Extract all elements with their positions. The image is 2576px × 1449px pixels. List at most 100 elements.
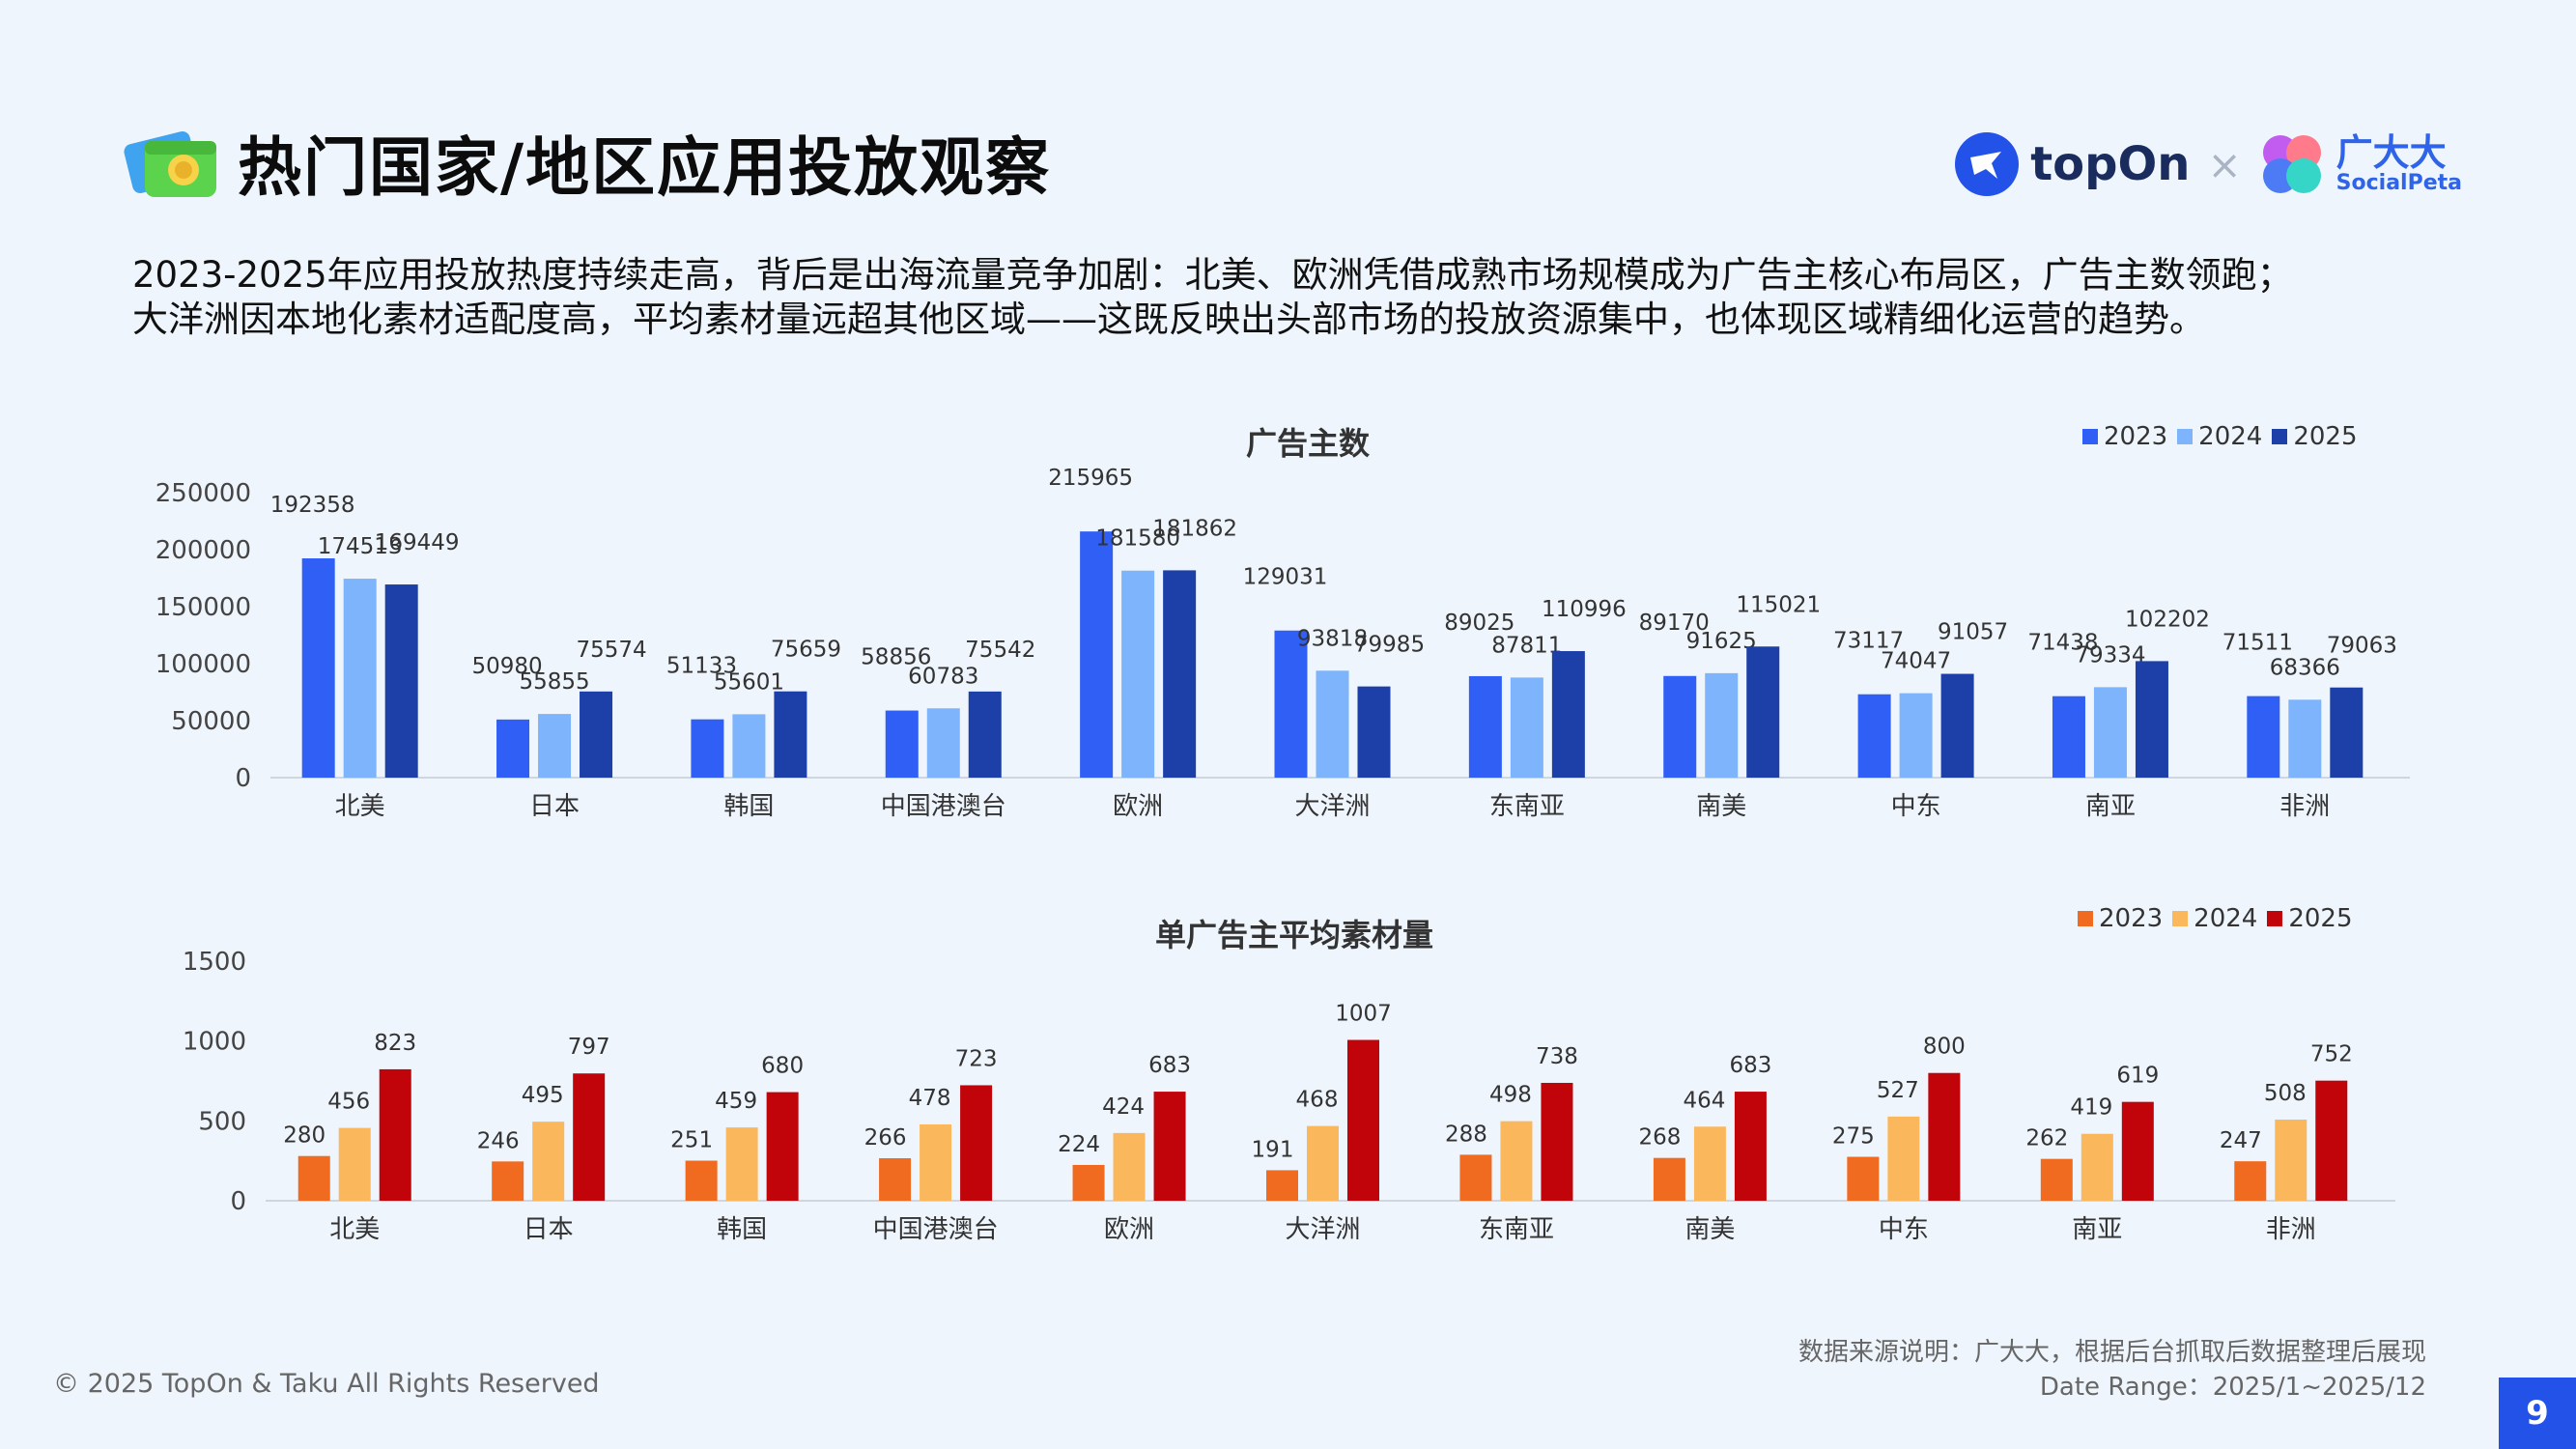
data-label: 1007	[1335, 1002, 1392, 1027]
data-label: 508	[2264, 1081, 2307, 1106]
bar-2023	[1459, 1154, 1492, 1201]
source-note: 数据来源说明：广大大，根据后台抓取后数据整理后展现 Date Range：202…	[1798, 1335, 2426, 1405]
bar-2025	[580, 691, 613, 778]
bar-2023	[879, 1158, 912, 1201]
intro-line-1: 2023-2025年应用投放热度持续走高，背后是出海流量竞争加剧：北美、欧洲凭借…	[132, 254, 2293, 296]
bar-2025	[2315, 1080, 2348, 1201]
x-tick-label: 东南亚	[1479, 1215, 1554, 1244]
bar-2023	[2247, 696, 2280, 778]
data-label: 60783	[908, 664, 978, 689]
bar-2024	[1899, 693, 1933, 778]
y-tick-label: 200000	[156, 536, 251, 565]
socialpeta-logo-text: 广大大 SocialPeta	[2336, 133, 2462, 195]
legend-swatch-2025	[2267, 911, 2283, 926]
data-label: 723	[955, 1046, 998, 1071]
bar-2023	[2040, 1158, 2073, 1201]
bar-2025	[1163, 570, 1197, 778]
y-tick-label: 0	[235, 764, 251, 793]
data-label: 797	[568, 1035, 610, 1060]
intro-line-2: 大洋洲因本地化素材适配度高，平均素材量远超其他区域——这既反映出头部市场的投放资…	[132, 298, 2205, 340]
data-label: 268	[1638, 1125, 1681, 1151]
data-label: 459	[715, 1089, 757, 1114]
bar-2023	[885, 710, 919, 778]
bar-2024	[1307, 1125, 1339, 1201]
data-label: 91625	[1686, 629, 1757, 654]
x-tick-label: 南亚	[2072, 1215, 2122, 1244]
legend-swatch-2024	[2177, 429, 2194, 444]
data-label: 468	[1296, 1088, 1339, 1113]
bar-2023	[492, 1161, 524, 1201]
bar-2024	[2288, 699, 2322, 778]
bar-2025	[774, 691, 807, 778]
x-tick-label: 日本	[529, 792, 580, 821]
bar-2024	[1121, 570, 1155, 778]
data-label: 800	[1923, 1035, 1966, 1060]
y-tick-label: 0	[230, 1187, 246, 1216]
bar-2024	[1113, 1132, 1146, 1201]
bar-2023	[685, 1160, 718, 1201]
data-label: 71511	[2222, 631, 2293, 656]
data-label: 89170	[1639, 611, 1710, 636]
bar-2023	[1266, 1170, 1298, 1201]
data-label: 74047	[1881, 649, 1951, 674]
bar-2024	[2093, 687, 2127, 778]
bar-2024	[1316, 670, 1349, 778]
data-label: 55601	[714, 669, 784, 695]
legend-label-2024: 2024	[2194, 904, 2258, 933]
data-label: 79063	[2327, 634, 2397, 659]
bar-2025	[1940, 673, 1974, 778]
x-tick-label: 中国港澳台	[881, 792, 1006, 821]
bar-2025	[1347, 1039, 1379, 1201]
data-label: 262	[2025, 1126, 2068, 1151]
y-tick-label: 1000	[183, 1028, 246, 1057]
x-tick-label: 南亚	[2085, 792, 2136, 821]
date-range: Date Range：2025/1~2025/12	[2039, 1373, 2426, 1402]
legend-label-2023: 2023	[2104, 422, 2168, 451]
bar-2024	[1510, 677, 1543, 778]
data-label: 191	[1252, 1137, 1294, 1162]
bar-2024	[1705, 672, 1739, 778]
data-label: 115021	[1736, 592, 1821, 617]
bar-2023	[1468, 675, 1502, 778]
bar-2024	[338, 1127, 371, 1201]
bar-2024	[538, 714, 572, 778]
bar-2025	[1153, 1092, 1186, 1201]
legend-label-2024: 2024	[2198, 422, 2263, 451]
data-label: 619	[2116, 1064, 2159, 1089]
data-label: 224	[1058, 1132, 1100, 1157]
bar-2023	[1653, 1157, 1685, 1201]
data-label: 247	[2220, 1128, 2262, 1153]
data-label: 79334	[2075, 642, 2145, 668]
topon-logo-icon	[1955, 132, 2020, 196]
bar-2023	[1274, 630, 1308, 778]
x-tick-label: 非洲	[2266, 1215, 2316, 1244]
data-label: 215965	[1048, 466, 1133, 491]
bar-2025	[766, 1092, 799, 1201]
data-label: 456	[327, 1090, 370, 1115]
y-tick-label: 150000	[156, 593, 251, 622]
data-label: 55855	[519, 669, 589, 695]
data-label: 527	[1877, 1078, 1919, 1103]
data-label: 169449	[375, 530, 460, 555]
x-tick-label: 东南亚	[1489, 792, 1565, 821]
data-label: 246	[477, 1128, 520, 1153]
data-label: 495	[522, 1083, 564, 1108]
bar-2025	[2121, 1101, 2154, 1201]
bar-2024	[725, 1127, 758, 1201]
x-tick-label: 韩国	[717, 1215, 767, 1244]
bar-2025	[1541, 1082, 1573, 1201]
y-tick-label: 1500	[183, 948, 246, 977]
data-label: 738	[1536, 1044, 1578, 1069]
bar-2024	[1887, 1116, 1920, 1201]
legend-label-2025: 2025	[2293, 422, 2358, 451]
copyright: © 2025 TopOn & Taku All Rights Reserved	[53, 1369, 600, 1399]
bar-2025	[968, 691, 1002, 778]
times-separator: ×	[2207, 140, 2242, 188]
data-label: 823	[374, 1031, 416, 1056]
bar-2024	[2275, 1120, 2307, 1201]
data-label: 683	[1729, 1053, 1771, 1078]
legend-label-2023: 2023	[2099, 904, 2164, 933]
data-label: 58856	[861, 645, 931, 670]
data-label: 68366	[2270, 655, 2340, 680]
